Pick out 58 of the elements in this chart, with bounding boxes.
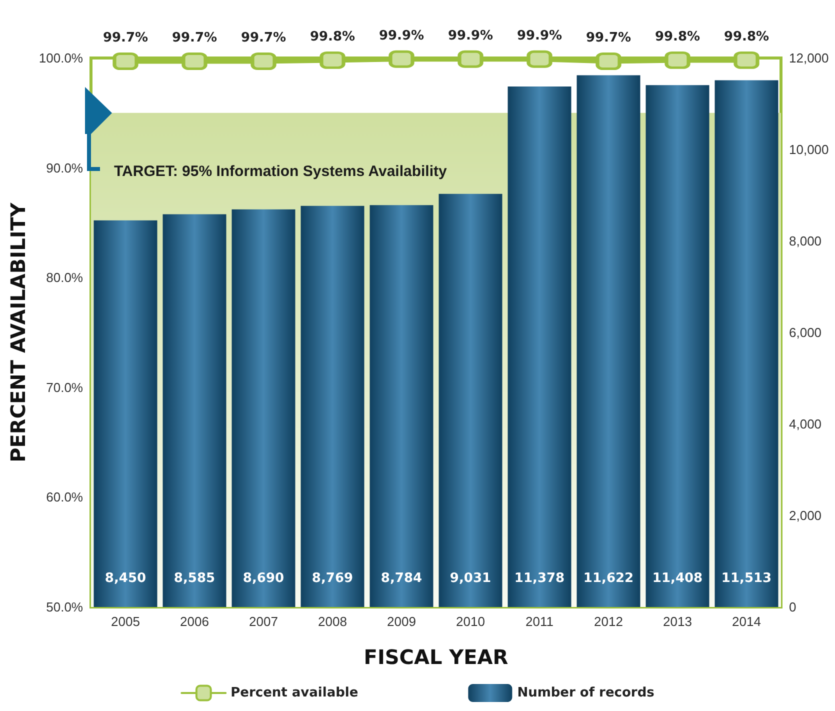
band-label: TARGET: 95% Information Systems Availability bbox=[114, 162, 448, 180]
y-tick-label: 90.0% bbox=[46, 160, 84, 176]
y2-tick-label: 12,000 bbox=[789, 50, 829, 66]
x-tick-label: 2008 bbox=[318, 614, 347, 629]
data-label: 99.9% bbox=[448, 28, 494, 44]
bar bbox=[162, 214, 226, 607]
y-tick-label: 60.0% bbox=[46, 490, 84, 505]
bar bbox=[508, 86, 572, 607]
y2-tick-label: 8,000 bbox=[789, 234, 822, 248]
x-tick-label: 2013 bbox=[663, 614, 692, 629]
x-tick-label: 2005 bbox=[111, 614, 140, 629]
data-label: 8,450 bbox=[104, 571, 146, 586]
data-label: 11,513 bbox=[721, 571, 772, 586]
x-axis-title: FISCAL YEAR bbox=[364, 645, 508, 669]
data-label: 11,622 bbox=[583, 571, 634, 586]
y-tick-label: 80.0% bbox=[46, 270, 84, 286]
y2-tick-label: 6,000 bbox=[789, 325, 822, 340]
x-tick-label: 2006 bbox=[180, 614, 209, 629]
data-label: 99.8% bbox=[654, 29, 700, 44]
data-label: 99.7% bbox=[172, 30, 218, 46]
bar bbox=[438, 194, 502, 607]
data-label: 8,784 bbox=[380, 571, 422, 586]
data-label: 99.7% bbox=[102, 30, 148, 46]
y2-tick-label: 0 bbox=[789, 600, 796, 614]
data-label: 8,585 bbox=[174, 571, 216, 586]
legend-label: Percent available bbox=[230, 686, 358, 700]
data-label: 99.7% bbox=[586, 30, 632, 46]
y2-tick-label: 10,000 bbox=[789, 142, 829, 157]
data-label: 8,769 bbox=[312, 571, 354, 586]
data-label: 99.9% bbox=[378, 28, 424, 44]
data-label: 11,378 bbox=[514, 571, 565, 586]
x-tick-label: 2011 bbox=[526, 614, 554, 629]
data-label: 9,031 bbox=[450, 571, 492, 586]
y2-tick-label: 4,000 bbox=[789, 416, 822, 432]
data-label: 8,690 bbox=[242, 571, 284, 586]
bar bbox=[646, 85, 710, 607]
x-tick-label: 2014 bbox=[732, 614, 761, 629]
x-tick-label: 2007 bbox=[249, 614, 278, 629]
bar bbox=[94, 220, 158, 607]
data-label: 99.9% bbox=[516, 28, 562, 44]
data-label: 99.7% bbox=[240, 30, 286, 46]
x-tick-label: 2012 bbox=[594, 614, 623, 629]
y2-tick-label: 2,000 bbox=[789, 508, 822, 523]
x-tick-label: 2010 bbox=[456, 614, 485, 629]
legend-label: Number of records bbox=[517, 686, 655, 700]
data-label: 99.8% bbox=[310, 29, 356, 44]
y-tick-label: 70.0% bbox=[46, 380, 84, 395]
data-label: 99.8% bbox=[724, 29, 770, 44]
bar bbox=[232, 209, 296, 607]
y-tick-label: 50.0% bbox=[46, 600, 84, 614]
bar bbox=[714, 80, 778, 607]
bar bbox=[370, 205, 434, 607]
x-tick-label: 2009 bbox=[387, 614, 416, 629]
bar bbox=[576, 75, 640, 607]
y-axis-title: PERCENT AVAILABILITY bbox=[6, 202, 30, 462]
bar bbox=[300, 206, 364, 607]
y-tick-label: 100.0% bbox=[38, 50, 84, 66]
data-label: 11,408 bbox=[652, 571, 703, 586]
